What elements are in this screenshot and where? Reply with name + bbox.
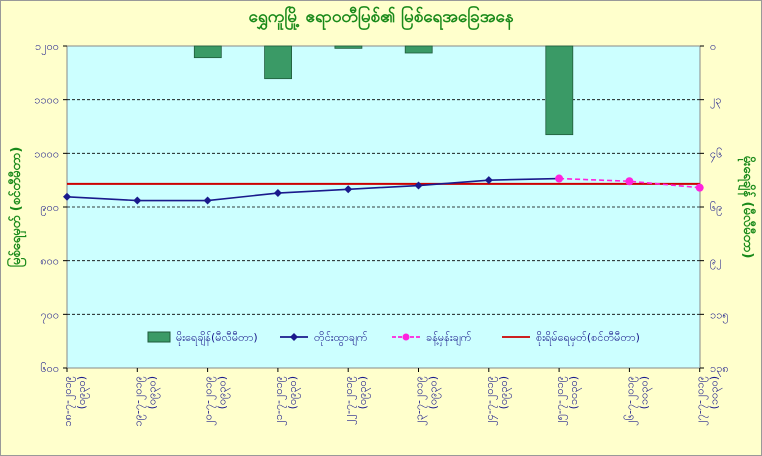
x-tick-label: ၂၁-၇-၂၀၁၉(၀၉၃၀) (272, 376, 301, 426)
y-tick-label: ၆၀၀ (40, 362, 59, 375)
measured-point (414, 181, 423, 190)
measured-point (344, 185, 353, 194)
forecast-point (625, 177, 634, 186)
measured-point (484, 176, 493, 185)
measured-point (203, 196, 212, 205)
chart-title: ရွှေကူမြို့ ဧရာဝတီမြစ်၏ မြစ်ရေအခြေအနေ (248, 7, 514, 27)
y-tick-label: ၈၀၀ (40, 255, 59, 268)
x-tick-label: ၂၇-၇-၂၀၁၉(၁၀၃၀) (694, 376, 723, 426)
y2-tick-label: ၂၃ (710, 94, 722, 109)
x-tick-label: ၁၉-၇-၂၀၁၉(၀၉၃၀) (131, 376, 160, 426)
legend-marker (402, 333, 410, 341)
y-tick-label: ၁၁၀၀ (34, 94, 59, 107)
y2-tick-label: ၉၂ (710, 255, 722, 270)
measured-line (66, 177, 560, 202)
x-tick-label: ၂၀-၇-၂၀၁၉(၀၉၃၀) (202, 376, 231, 426)
x-tick-label: ၂၆-၇-၂၀၁၉(၁၀၃၀) (623, 376, 652, 426)
rain-bar (545, 45, 574, 136)
x-tick-label: ၂၂-၇-၂၀၁၉(၀၉၃၀) (342, 376, 371, 425)
y2-tick-label: ၀ (710, 40, 716, 53)
y2-tick-label: ၁၃၈ (710, 362, 729, 377)
measured-point (133, 196, 142, 205)
legend-label: စိုးရိမ်ရေမှတ်(စင်တီမီတာ) (536, 331, 640, 346)
measured-point (63, 192, 71, 201)
y-tick-label: ၁၂၀၀ (35, 40, 59, 55)
legend-marker (290, 333, 298, 341)
rain-bar (193, 45, 222, 59)
measured-point (273, 189, 282, 198)
y2-tick-label: ၄၆ (710, 147, 722, 162)
y-tick-label: ၁၀၀၀ (34, 147, 59, 160)
forecast-point (695, 183, 704, 192)
x-tick-label: ၂၅-၇-၂၀၁၉(၁၀၃၀) (553, 376, 582, 426)
rain-bar (404, 45, 433, 54)
legend-label: ခန့်မှန်းချက် (426, 331, 472, 346)
y-axis-title: မြစ်ရေမှတ် (စင်တီမီတာ) (6, 147, 27, 268)
rain-bar (264, 45, 293, 80)
forecast-point (555, 174, 564, 183)
legend-label: တိုင်းထွာချက် (314, 331, 368, 346)
y2-tick-label: ၆၉ (710, 201, 722, 216)
x-tick-label: ၂၃-၇-၂၀၁၉(၀၉၃၀) (413, 376, 442, 426)
y2-tick-label: ၁၁၅ (710, 308, 729, 323)
legend-label: မိုးရေချိန်(မီလီမီတာ) (176, 331, 258, 346)
rain-bar (334, 45, 363, 49)
x-tick-label: ၂၄-၇-၂၀၁၉(၀၉၃၀) (483, 376, 512, 426)
y-tick-label: ၉၀၀ (40, 201, 59, 216)
legend-swatch (147, 331, 171, 343)
y-tick-label: ၇၀၀ (40, 308, 59, 323)
x-tick-label: ၁၈-၇-၂၀၁၉(၀၉၃၀) (61, 376, 90, 427)
y2-axis-title: မိုးရေချိန် (မီလီမီတာ) (737, 156, 757, 259)
